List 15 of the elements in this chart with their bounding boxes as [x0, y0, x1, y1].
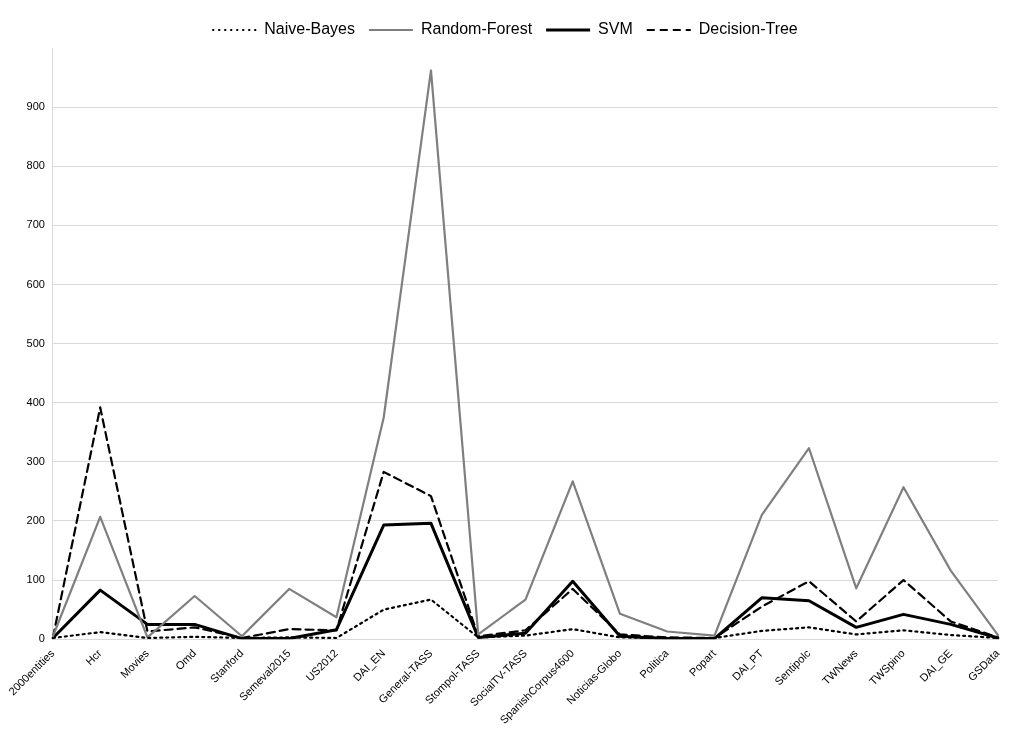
y-tick-label: 600: [26, 277, 45, 290]
y-tick-label: 200: [26, 513, 45, 526]
y-tick-label: 300: [26, 454, 45, 467]
legend-label: SVM: [598, 20, 633, 38]
y-tick-label: 400: [26, 395, 45, 408]
legend-label: Naive-Bayes: [264, 20, 355, 38]
y-tick-label: 500: [26, 336, 45, 349]
y-tick-label: 0: [38, 632, 45, 645]
y-tick-label: 700: [26, 218, 45, 231]
legend-label: Decision-Tree: [698, 20, 798, 38]
y-tick-label: 900: [26, 100, 45, 113]
y-tick-label: 800: [26, 159, 45, 172]
x-tick-label: Hcr: [83, 646, 104, 668]
y-tick-label: 100: [26, 573, 45, 586]
legend-label: Random-Forest: [420, 20, 533, 38]
